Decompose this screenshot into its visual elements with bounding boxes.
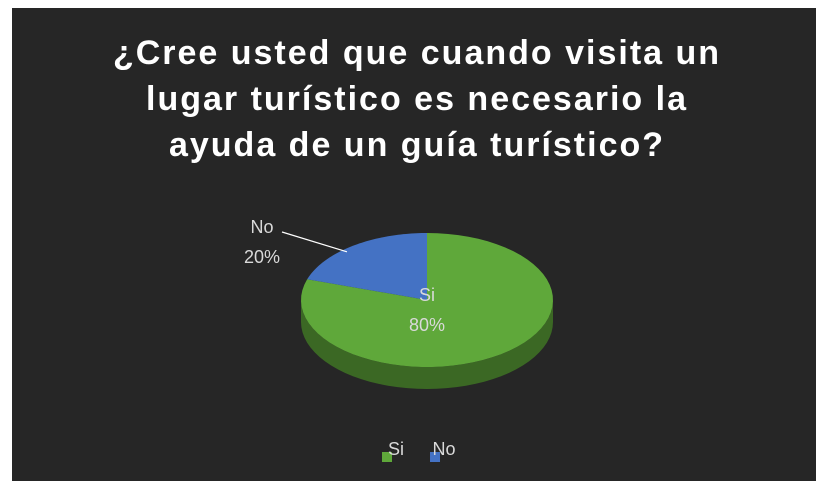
pie-slice-side [301,300,553,389]
legend-swatch [382,452,392,462]
legend-label: No [433,439,456,459]
chart-title: ¿Cree usted que cuando visita un lugar t… [112,34,722,164]
data-label-category: No [250,217,273,237]
leader-line [281,231,348,253]
chart-area: ¿Cree usted que cuando visita un lugar t… [12,8,816,481]
legend-label: Si [388,439,404,459]
legend-swatch [430,452,441,462]
data-label-value: 80% [409,315,445,335]
pie-slice [307,233,427,300]
chart: Si 80% No 20% Si No [244,217,553,462]
data-label-category: Si [419,285,435,305]
data-label-value: 20% [244,247,280,267]
